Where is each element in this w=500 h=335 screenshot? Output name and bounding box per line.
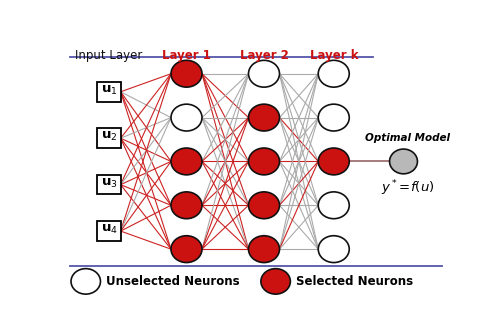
Ellipse shape — [318, 236, 349, 263]
Ellipse shape — [318, 192, 349, 219]
Text: Optimal Model: Optimal Model — [365, 133, 450, 143]
Text: Input Layer: Input Layer — [76, 49, 142, 62]
Ellipse shape — [171, 236, 202, 263]
Text: $y^*\!=\!f(u)$: $y^*\!=\!f(u)$ — [380, 179, 434, 198]
Ellipse shape — [318, 148, 349, 175]
Ellipse shape — [171, 192, 202, 219]
Ellipse shape — [248, 148, 280, 175]
Text: Selected Neurons: Selected Neurons — [296, 275, 414, 288]
Text: $\mathbf{u}_{4}$: $\mathbf{u}_{4}$ — [100, 223, 117, 237]
Ellipse shape — [171, 104, 202, 131]
Text: Layer 1: Layer 1 — [162, 49, 211, 62]
Text: $\mathbf{u}_{2}$: $\mathbf{u}_{2}$ — [101, 130, 117, 143]
Ellipse shape — [248, 60, 280, 87]
FancyBboxPatch shape — [96, 82, 122, 102]
Ellipse shape — [390, 149, 417, 174]
FancyBboxPatch shape — [96, 175, 122, 194]
Text: $\mathbf{u}_{1}$: $\mathbf{u}_{1}$ — [100, 84, 117, 97]
Text: Layer k: Layer k — [310, 49, 358, 62]
Ellipse shape — [318, 104, 349, 131]
Text: Layer 2: Layer 2 — [240, 49, 288, 62]
Ellipse shape — [261, 269, 290, 294]
FancyBboxPatch shape — [96, 128, 122, 148]
Text: $\mathbf{u}_{3}$: $\mathbf{u}_{3}$ — [100, 177, 117, 190]
Ellipse shape — [171, 148, 202, 175]
Ellipse shape — [248, 236, 280, 263]
FancyBboxPatch shape — [96, 221, 122, 241]
Text: Unselected Neurons: Unselected Neurons — [106, 275, 240, 288]
Ellipse shape — [318, 60, 349, 87]
Ellipse shape — [71, 269, 101, 294]
Ellipse shape — [248, 192, 280, 219]
Ellipse shape — [248, 104, 280, 131]
Ellipse shape — [171, 60, 202, 87]
